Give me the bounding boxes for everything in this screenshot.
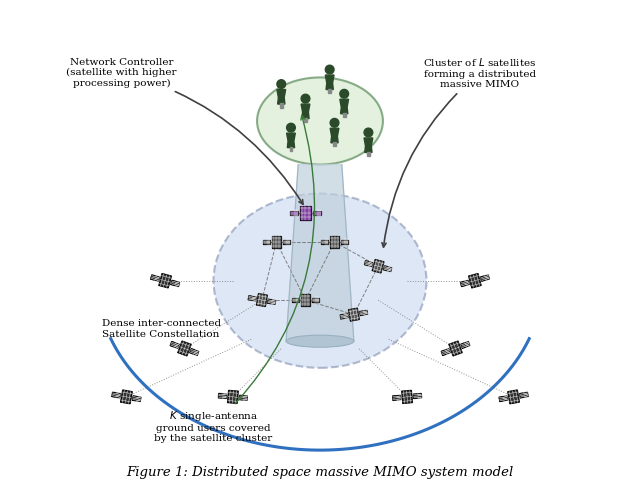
Bar [304,118,307,122]
Polygon shape [218,393,227,398]
Polygon shape [330,236,339,248]
Bar [367,152,370,156]
Polygon shape [348,308,359,321]
Text: $K$ single-antenna
ground users covered
by the satellite cluster: $K$ single-antenna ground users covered … [154,116,314,443]
Ellipse shape [286,335,354,348]
Polygon shape [321,240,328,244]
Polygon shape [150,275,159,281]
Polygon shape [520,392,528,398]
Circle shape [325,65,334,74]
Polygon shape [190,348,199,355]
Polygon shape [481,275,490,281]
Circle shape [277,80,285,89]
Polygon shape [364,261,372,267]
Polygon shape [287,133,295,148]
Polygon shape [248,296,256,301]
Circle shape [330,119,339,127]
Bar [343,113,346,117]
Circle shape [340,90,349,98]
Polygon shape [289,211,298,215]
Polygon shape [360,310,367,316]
Polygon shape [508,390,520,404]
Polygon shape [372,259,384,273]
Text: Cluster of $L$ satellites
forming a distributed
massive MIMO: Cluster of $L$ satellites forming a dist… [382,56,536,247]
Polygon shape [286,165,354,341]
Polygon shape [257,294,268,306]
Text: Figure 1: Distributed space massive MIMO system model: Figure 1: Distributed space massive MIMO… [126,466,514,479]
Polygon shape [364,138,372,152]
Bar [328,89,331,93]
Polygon shape [301,294,310,306]
Circle shape [287,123,295,132]
Polygon shape [441,348,450,355]
Polygon shape [460,280,469,287]
Bar [280,103,283,107]
Ellipse shape [214,194,426,368]
Polygon shape [277,90,285,104]
Polygon shape [239,395,248,400]
Polygon shape [468,273,481,288]
Polygon shape [300,206,311,220]
Polygon shape [292,298,300,302]
Polygon shape [112,392,120,398]
Polygon shape [268,299,276,304]
Ellipse shape [257,77,383,165]
Polygon shape [449,341,462,356]
Polygon shape [461,342,470,348]
Polygon shape [392,395,401,400]
Polygon shape [283,240,290,244]
Bar [333,142,336,146]
Polygon shape [413,393,422,398]
Polygon shape [170,342,179,348]
Polygon shape [383,266,392,272]
Polygon shape [272,236,281,248]
Polygon shape [340,99,349,114]
Circle shape [364,128,372,137]
Polygon shape [312,298,319,302]
Polygon shape [120,390,132,404]
Polygon shape [340,240,348,244]
Polygon shape [313,211,321,215]
Polygon shape [340,314,348,319]
Polygon shape [330,128,339,143]
Polygon shape [263,240,270,244]
Polygon shape [159,273,172,288]
Polygon shape [171,280,180,287]
Polygon shape [499,396,508,402]
Polygon shape [228,391,238,403]
Polygon shape [301,104,310,119]
Polygon shape [325,75,334,90]
Polygon shape [402,391,412,403]
Circle shape [301,94,310,103]
Bar [289,147,292,151]
Text: Network Controller
(satellite with higher
processing power): Network Controller (satellite with highe… [67,58,303,204]
Text: Dense inter-connected
Satellite Constellation: Dense inter-connected Satellite Constell… [102,319,221,339]
Polygon shape [178,341,191,356]
Polygon shape [132,396,141,402]
